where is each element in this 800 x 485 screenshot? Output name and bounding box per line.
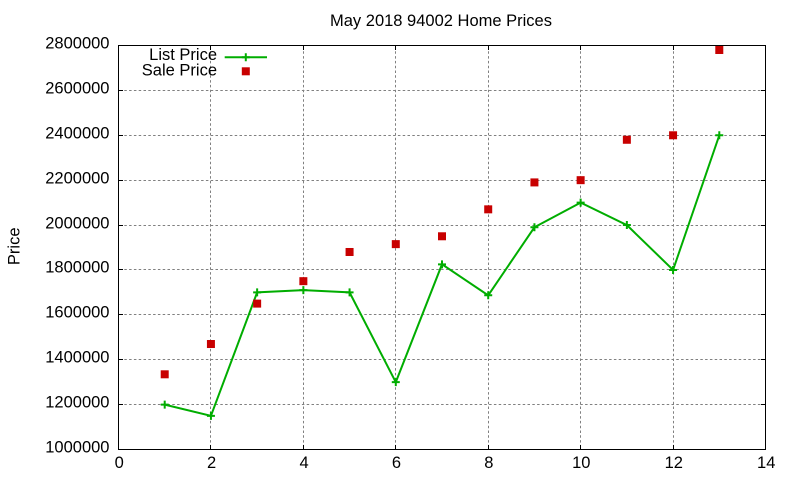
svg-text:4: 4 (300, 454, 309, 472)
svg-text:1800000: 1800000 (45, 259, 109, 277)
svg-text:1600000: 1600000 (45, 304, 109, 322)
svg-text:List Price: List Price (149, 46, 217, 64)
svg-text:2400000: 2400000 (45, 125, 109, 143)
svg-text:Price: Price (6, 228, 24, 266)
svg-text:10: 10 (572, 454, 590, 472)
svg-text:1400000: 1400000 (45, 349, 109, 367)
svg-text:8: 8 (484, 454, 493, 472)
svg-text:2600000: 2600000 (45, 80, 109, 98)
svg-text:May 2018 94002 Home Prices: May 2018 94002 Home Prices (330, 12, 552, 30)
svg-text:12: 12 (665, 454, 683, 472)
svg-text:0: 0 (115, 454, 124, 472)
svg-text:1200000: 1200000 (45, 394, 109, 412)
svg-text:6: 6 (392, 454, 401, 472)
svg-text:14: 14 (757, 454, 775, 472)
svg-text:1000000: 1000000 (45, 439, 109, 457)
svg-text:2000000: 2000000 (45, 215, 109, 233)
svg-text:2200000: 2200000 (45, 170, 109, 188)
svg-text:Sale Price: Sale Price (142, 62, 217, 80)
svg-text:2: 2 (207, 454, 216, 472)
svg-text:2800000: 2800000 (45, 35, 109, 53)
